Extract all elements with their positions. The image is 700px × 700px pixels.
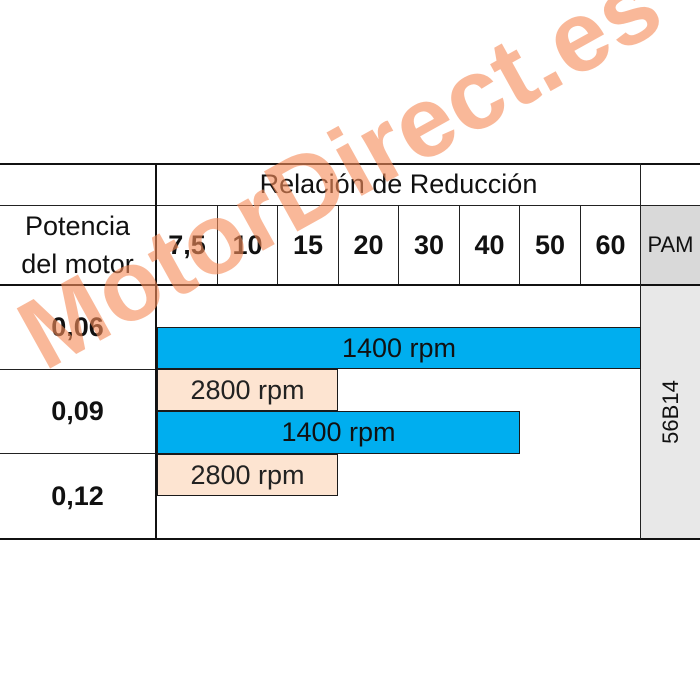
power-value-0-09: 0,09 xyxy=(51,396,104,426)
ratio-header-10: 10 xyxy=(232,229,263,260)
motor-power-header: Potencia del motor xyxy=(0,206,155,284)
pam-header-cell xyxy=(641,205,700,284)
ratio-header-60: 60 xyxy=(595,229,626,260)
ratio-header-40: 40 xyxy=(474,229,505,260)
column-divider xyxy=(277,205,278,284)
column-divider xyxy=(459,205,460,284)
table-top-border xyxy=(0,163,700,165)
reduction-ratio-title: Relación de Reducción xyxy=(259,169,538,199)
pam-header: PAM xyxy=(647,232,694,257)
speed-bar-1400rpm: 1400 rpm xyxy=(157,411,520,454)
speed-bar-2800rpm: 2800 rpm xyxy=(157,454,338,496)
ratio-header-20: 20 xyxy=(353,229,384,260)
ratio-header-30: 30 xyxy=(413,229,445,260)
motor-power-header-line1: Potencia xyxy=(24,211,131,241)
ratio-header-7-5: 7,5 xyxy=(168,229,206,260)
ratio-header-15: 15 xyxy=(292,229,324,260)
pam-value-text: 56B14 xyxy=(657,379,683,444)
power-value-0-06: 0,06 xyxy=(51,312,104,342)
ratio-header-50: 50 xyxy=(534,229,566,260)
table-bottom-border xyxy=(0,538,700,540)
speed-bar-2800rpm: 2800 rpm xyxy=(157,369,338,411)
column-divider xyxy=(580,205,581,284)
header-bottom-border xyxy=(0,284,700,286)
pam-value: 56B14 xyxy=(641,284,700,539)
column-divider xyxy=(155,163,157,539)
column-divider xyxy=(217,205,218,284)
column-divider xyxy=(338,205,339,284)
speed-bar-1400rpm: 1400 rpm xyxy=(157,327,641,369)
power-value-0-12: 0,12 xyxy=(51,480,104,511)
row-divider xyxy=(0,453,156,454)
row-divider xyxy=(0,369,156,370)
column-divider xyxy=(519,205,520,284)
pam-column-cell xyxy=(641,284,700,539)
motor-power-header-line2: del motor xyxy=(21,249,134,279)
column-divider xyxy=(398,205,399,284)
row-divider xyxy=(0,205,700,206)
